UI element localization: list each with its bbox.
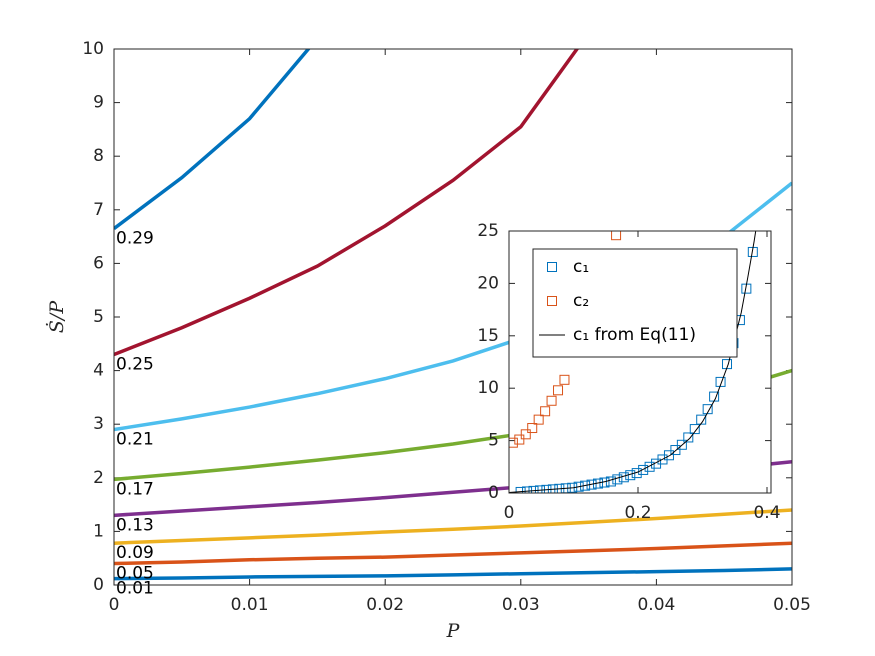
legend-label: c₁ (573, 257, 589, 277)
fit-line (509, 231, 757, 493)
y-tick-label: 5 (93, 307, 104, 327)
square-marker (533, 414, 544, 425)
y-tick-label: 6 (93, 253, 104, 273)
square-marker (580, 480, 591, 491)
y-tick-label: 8 (93, 146, 104, 166)
y-tick-label: 5 (488, 431, 499, 451)
curve-label: 0.09 (116, 543, 154, 563)
curve-label: 0.05 (116, 564, 154, 584)
curves (114, 49, 792, 581)
square-marker (527, 423, 538, 434)
x-tick-label: 0.02 (366, 595, 404, 615)
square-marker (638, 464, 649, 475)
y-tick-label: 0 (488, 483, 499, 503)
square-marker (559, 374, 570, 385)
curve (114, 567, 792, 581)
curve (114, 49, 311, 230)
square-marker (644, 461, 655, 472)
square-marker (670, 445, 681, 456)
x-axis-label: P (446, 620, 461, 642)
square-marker (573, 481, 584, 492)
square-marker (540, 406, 551, 417)
square-marker (715, 376, 726, 387)
marks (509, 231, 758, 493)
legend-box (532, 248, 738, 358)
square-marker (514, 434, 525, 445)
x-tick-label: 0.04 (637, 595, 675, 615)
y-tick-label: 7 (93, 200, 104, 220)
square-marker (520, 429, 531, 440)
square-marker (611, 231, 622, 241)
y-tick-label: 10 (82, 39, 104, 59)
square-marker (689, 424, 700, 435)
y-tick-label: 15 (477, 326, 499, 346)
square-marker (683, 432, 694, 443)
x-tick-label: 0 (504, 503, 515, 523)
y-tick-label: 9 (93, 93, 104, 113)
x-tick-label: 0.4 (753, 503, 780, 523)
legend-label: c₂ (573, 291, 589, 311)
curve-label: 0.25 (116, 355, 154, 375)
axes-box (113, 48, 793, 586)
square-marker (553, 385, 564, 396)
curve-label: 0.29 (116, 229, 154, 249)
x-tick-label: 0.2 (624, 503, 651, 523)
y-tick-label: 2 (93, 468, 104, 488)
y-tick-label: 20 (477, 273, 499, 293)
square-marker (509, 437, 518, 448)
y-tick-label: 0 (93, 575, 104, 595)
curve (114, 541, 792, 566)
x-tick-label: 0.05 (773, 595, 811, 615)
y-tick-label: 25 (477, 221, 499, 241)
axes-box (508, 230, 772, 494)
square-marker (702, 404, 713, 415)
legend-label: c₁ from Eq(11) (573, 325, 696, 345)
x-tick-label: 0 (109, 595, 120, 615)
y-tick-label: 4 (93, 361, 104, 381)
x-tick-label: 0.03 (502, 595, 540, 615)
y-axis-label: Ṡ/P (45, 300, 68, 333)
curve (114, 49, 580, 357)
square-marker (663, 450, 674, 461)
curve-label: 0.21 (116, 430, 154, 450)
curve-label: 0.01 (116, 579, 154, 599)
y-tick-label: 10 (477, 378, 499, 398)
legend-swatch (547, 262, 557, 272)
square-marker (676, 439, 687, 450)
square-marker (631, 468, 642, 479)
legend-swatch (547, 296, 557, 306)
square-marker (546, 395, 557, 406)
x-tick-label: 0.01 (231, 595, 269, 615)
y-tick-label: 3 (93, 414, 104, 434)
curve-label: 0.13 (116, 515, 154, 535)
curve-label: 0.17 (116, 479, 154, 499)
curve (114, 508, 792, 545)
y-tick-label: 1 (93, 521, 104, 541)
